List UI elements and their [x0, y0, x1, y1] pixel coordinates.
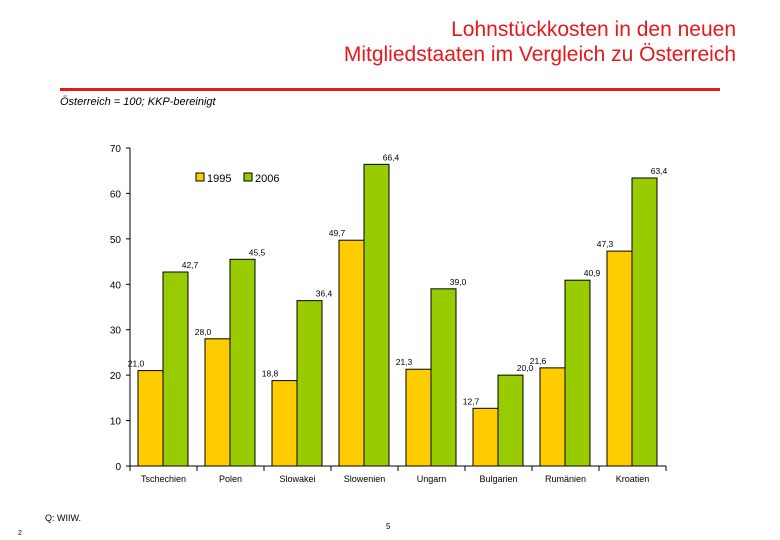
data-label-2006-2: 45,5	[249, 247, 266, 257]
bar-2006-2	[229, 258, 256, 467]
x-tick-label: Rumänien	[545, 474, 586, 484]
chart-subtitle: Österreich = 100; KKP-bereinigt	[60, 96, 216, 108]
slide-title: Lohnstückkosten in den neuen Mitgliedsta…	[344, 17, 736, 67]
x-tick-label: Polen	[219, 474, 242, 484]
data-label-2006-3: 36,4	[316, 289, 333, 299]
bar-2006-8	[631, 177, 658, 467]
title-underline	[60, 88, 720, 91]
legend-label-1995: 1995	[207, 173, 231, 185]
y-tick-label: 70	[110, 144, 122, 155]
legend-label-2006: 2006	[255, 173, 279, 185]
slide-number: 2	[18, 530, 22, 537]
y-tick-label: 50	[110, 235, 122, 246]
bar-1995-8	[606, 250, 633, 467]
data-label-1995-6: 12,7	[463, 396, 480, 406]
x-tick-label: Tschechien	[141, 474, 186, 484]
bar-1995-5	[405, 368, 432, 467]
data-label-1995-2: 28,0	[195, 327, 212, 337]
slide-title-line-2: Mitgliedstaaten im Vergleich zu Österrei…	[343, 43, 736, 66]
y-tick-label: 0	[115, 462, 121, 473]
y-tick-label: 60	[110, 189, 122, 200]
y-tick-label: 30	[110, 326, 122, 337]
bar-1995-4	[338, 239, 365, 467]
legend-swatch-2006	[243, 172, 253, 182]
bar-1995-3	[271, 380, 298, 467]
bar-1995-7	[539, 367, 566, 467]
y-tick-label: 10	[110, 417, 122, 428]
bar-2006-3	[296, 300, 323, 467]
data-label-2006-4: 66,4	[383, 152, 400, 162]
bar-2006-7	[564, 279, 591, 467]
x-tick-label: Slowenien	[344, 474, 386, 484]
data-label-2006-8: 63,4	[651, 166, 668, 176]
bar-2006-5	[430, 288, 457, 467]
x-tick-label: Kroatien	[616, 474, 650, 484]
page-number: 5	[386, 522, 391, 531]
data-label-2006-5: 39,0	[450, 277, 467, 287]
data-label-1995-4: 49,7	[329, 228, 346, 238]
bar-1995-2	[204, 338, 231, 467]
x-tick-label: Ungarn	[417, 474, 447, 484]
y-tick-label: 40	[110, 280, 122, 291]
data-label-2006-1: 42,7	[182, 260, 199, 270]
y-tick-label: 20	[110, 371, 122, 382]
data-label-2006-6: 20,0	[517, 363, 534, 373]
legend-swatch-1995	[195, 172, 205, 182]
data-label-1995-3: 18,8	[262, 369, 279, 379]
bar-2006-6	[497, 374, 524, 467]
data-label-1995-7: 21,6	[530, 356, 547, 366]
bar-1995-6	[472, 407, 499, 467]
bar-2006-4	[363, 163, 390, 467]
bar-2006-1	[162, 271, 189, 467]
data-label-2006-7: 40,9	[584, 268, 601, 278]
x-tick-label: Bulgarien	[479, 474, 517, 484]
slide-title-line-1: Lohnstückkosten in den neuen	[451, 18, 736, 41]
x-tick-label: Slowakei	[279, 474, 315, 484]
data-label-1995-5: 21,3	[396, 357, 413, 367]
data-label-1995-1: 21,0	[128, 359, 145, 369]
source-note: Q: WIIW.	[45, 513, 81, 523]
data-label-1995-8: 47,3	[597, 239, 614, 249]
bar-1995-1	[137, 370, 164, 467]
